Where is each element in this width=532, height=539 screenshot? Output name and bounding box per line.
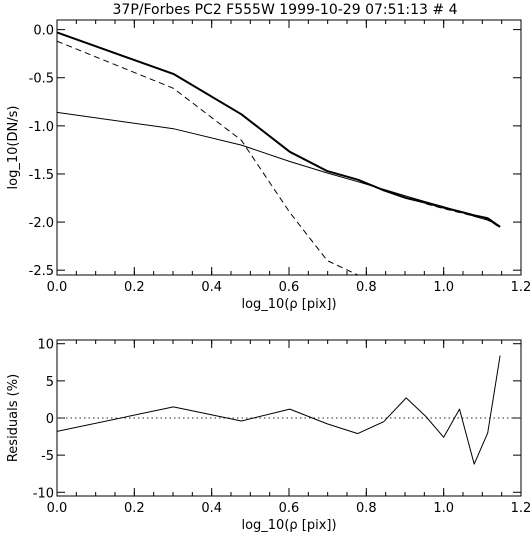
top-x-axis-label: log_10(ρ [pix])	[241, 297, 336, 312]
resid-x-tick-label: 0.6	[279, 501, 300, 516]
resid-y-tick-label: 0	[46, 412, 54, 427]
top-x-tick-label: 0.0	[47, 280, 68, 295]
top-series-thin-3	[57, 111, 501, 227]
resid-x-tick-label: 0.2	[124, 501, 145, 516]
residuals-panel: 0.0 0.2 0.4 0.6 0.8 1.0 1.2 -10 -5 0 5 10 log_10(ρ […	[6, 338, 531, 533]
resid-x-tick-label: 1.2	[511, 501, 532, 516]
resid-y-axis-label: Residuals (%)	[6, 374, 21, 462]
top-x-tick-label: 0.6	[279, 280, 300, 295]
resid-plot-frame	[56, 339, 522, 497]
top-y-tick-label: -0.5	[29, 72, 54, 87]
resid-y-tick-label: -5	[41, 449, 54, 464]
resid-x-axis-label: log_10(ρ [pix])	[241, 518, 336, 533]
top-y-tick-label: 0.0	[33, 24, 54, 39]
resid-series-thin-0	[57, 355, 501, 465]
resid-x-tick-label: 0.8	[356, 501, 377, 516]
top-x-tick-label: 0.4	[201, 280, 222, 295]
top-y-tick-label: -2.5	[29, 264, 54, 279]
top-y-tick-label: -2.0	[29, 216, 54, 231]
top-x-tick-label: 1.0	[433, 280, 454, 295]
top-series-thick-0	[57, 31, 501, 228]
top-y-tick-label: -1.5	[29, 168, 54, 183]
top-x-tick-label: 0.2	[124, 280, 145, 295]
resid-y-tick-label: 5	[46, 375, 54, 390]
resid-y-tick-label: -10	[33, 486, 54, 501]
resid-x-tick-label: 0.4	[201, 501, 222, 516]
top-series-dashed-1	[57, 40, 359, 275]
top-y-axis-label: log_10(DN/s)	[6, 106, 21, 190]
chart-title: 37P/Forbes PC2 F555W 1999-10-29 07:51:13…	[113, 2, 458, 18]
resid-x-tick-label: 0.0	[47, 501, 68, 516]
resid-y-tick-label: 10	[37, 338, 54, 353]
top-series-dashed-2	[425, 203, 501, 229]
top-y-tick-label: -1.0	[29, 120, 54, 135]
resid-x-tick-label: 1.0	[433, 501, 454, 516]
top-x-tick-label: 0.8	[356, 280, 377, 295]
top-x-tick-label: 1.2	[511, 280, 532, 295]
top-panel: 0.0 0.2 0.4 0.6 0.8 1.0 1.2 -2.5 -2.0 -1.5 -1.0 -0.…	[6, 19, 532, 312]
